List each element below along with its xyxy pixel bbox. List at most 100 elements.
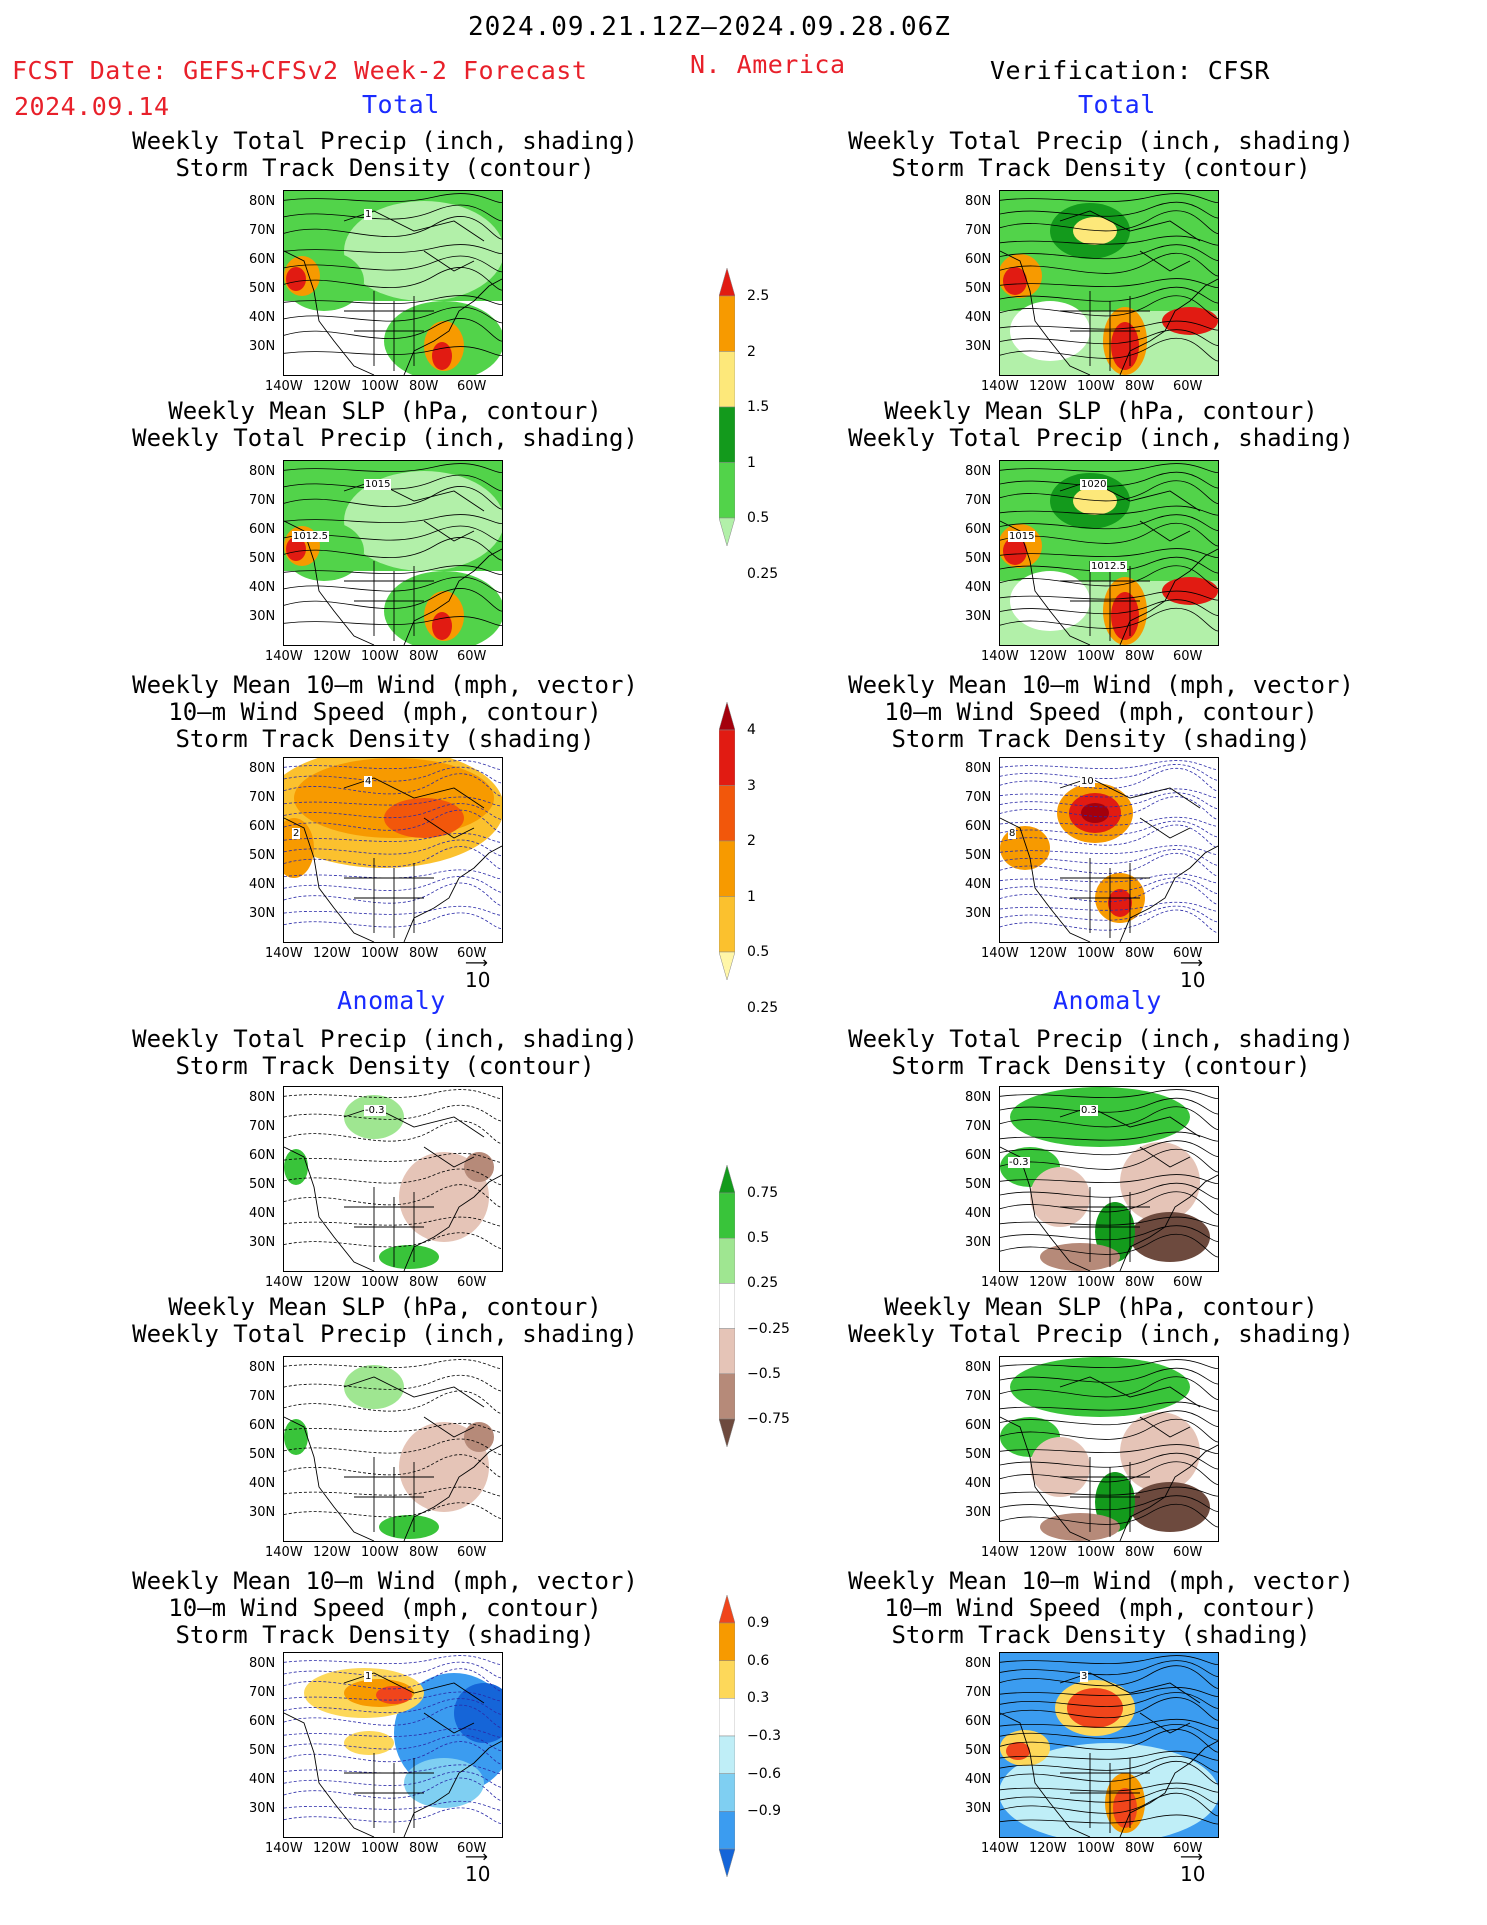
colorbar-label: 2.5: [747, 288, 770, 304]
contour-line: [1000, 1376, 1218, 1400]
panel-title-anom-precip-cfsr: Weekly Total Precip (inch, shading) Stor…: [848, 1025, 1354, 1080]
lon-tick-label: 80W: [1125, 649, 1155, 664]
lon-tick-label: 100W: [361, 379, 399, 394]
contour-label: -0.3: [364, 1105, 386, 1116]
lat-tick-label: 80N: [249, 1360, 276, 1375]
contour-line: [1000, 565, 1218, 589]
shading-area: [1067, 1688, 1123, 1728]
coastline-border: [284, 1106, 502, 1271]
contour-line: [1000, 1444, 1218, 1454]
contour-label: 1: [364, 209, 373, 220]
vector-ref-fcst-anom: ⟶ 10: [465, 1849, 490, 1887]
contour-line: [284, 1104, 502, 1122]
colorbar-label: 0.75: [747, 1185, 779, 1201]
coastline-border: [284, 1672, 502, 1837]
colorbar-swatch: [719, 951, 735, 980]
coastline-border: [1000, 1672, 1218, 1837]
colorbar-swatch: [719, 1283, 735, 1329]
lat-tick-label: 40N: [965, 580, 992, 595]
lon-tick-label: 140W: [981, 946, 1019, 961]
contour-line: [284, 204, 502, 222]
lat-tick-label: 70N: [249, 1119, 276, 1134]
colorbar-swatch: [719, 1773, 735, 1812]
colorbar-label: −0.25: [747, 1320, 790, 1337]
contour-line: [284, 244, 502, 254]
contour-line: [284, 1374, 502, 1392]
lat-tick-label: 70N: [249, 493, 276, 508]
colorbar-label: 1: [747, 888, 756, 905]
contour-line: [1000, 193, 1218, 203]
lat-tick-label: 70N: [965, 223, 992, 238]
lon-tick-label: 80W: [409, 1841, 439, 1856]
contour-line: [1000, 1174, 1218, 1184]
contour-line: [1000, 505, 1218, 516]
lon-tick-label: 80W: [1125, 379, 1155, 394]
lon-tick-label: 140W: [981, 1841, 1019, 1856]
contour-label: 1015: [1008, 531, 1036, 542]
lat-tick-label: 40N: [965, 310, 992, 325]
shading-area: [286, 267, 306, 291]
contour-label: 1012.5: [1090, 561, 1127, 572]
contour-line: [284, 193, 502, 203]
colorbar-swatch: [719, 1698, 735, 1737]
lat-tick-label: 60N: [249, 252, 276, 267]
lat-tick-label: 40N: [249, 877, 276, 892]
lon-tick-label: 140W: [981, 1275, 1019, 1290]
contour-line: [1000, 1692, 1218, 1709]
lat-tick-label: 70N: [249, 223, 276, 238]
colorbar-label: 0.25: [747, 1275, 779, 1292]
panel-title-precip-cfsr: Weekly Total Precip (inch, shading) Stor…: [848, 127, 1354, 182]
contour-line: [284, 306, 502, 324]
colorbar-label: 0.3: [747, 1690, 770, 1707]
colorbar-swatch: [719, 785, 735, 842]
lon-tick-label: 80W: [409, 379, 439, 394]
colorbar-graphic: [719, 268, 735, 546]
lat-tick-label: 70N: [965, 493, 992, 508]
lon-tick-label: 80W: [1125, 1841, 1155, 1856]
panel-title-wind-cfsr: Weekly Mean 10–m Wind (mph, vector) 10–m…: [848, 671, 1354, 753]
lat-tick-label: 70N: [249, 1685, 276, 1700]
shading-area: [1130, 1212, 1210, 1262]
lat-tick-label: 50N: [249, 281, 276, 296]
shading-area: [286, 537, 306, 561]
lon-tick-label: 120W: [1029, 379, 1067, 394]
coastline-border: [284, 1376, 502, 1541]
lat-tick-label: 50N: [249, 551, 276, 566]
period-title: 2024.09.21.12Z–2024.09.28.06Z: [468, 12, 951, 42]
panel-title-anom-wind-fcst: Weekly Mean 10–m Wind (mph, vector) 10–m…: [132, 1567, 638, 1649]
lon-tick-label: 60W: [1173, 649, 1203, 664]
contour-line: [1000, 278, 1218, 288]
lon-tick-label: 100W: [361, 1545, 399, 1560]
lat-tick-label: 60N: [965, 1148, 992, 1163]
contour-line: [284, 809, 502, 834]
lat-tick-label: 60N: [249, 1148, 276, 1163]
contour-line: [1000, 905, 1218, 923]
colorbar-swatch: [719, 1418, 735, 1447]
lon-tick-label: 60W: [1173, 946, 1203, 961]
contour-line: [284, 1800, 502, 1811]
contour-line: [1000, 1724, 1218, 1741]
lon-tick-label: 100W: [361, 649, 399, 664]
contour-line: [284, 760, 502, 770]
colorbar-label: 1: [747, 454, 756, 471]
panel-title-anom-slp-fcst: Weekly Mean SLP (hPa, contour) Weekly To…: [132, 1293, 638, 1348]
contour-line: [1000, 901, 1218, 912]
colorbar-storm-anom: 0.9 0.6 0.3 −0.3 −0.6 −0.9: [719, 1595, 781, 1877]
shading-area: [284, 1149, 308, 1185]
lon-tick-label: 80W: [409, 1275, 439, 1290]
contour-line: [284, 1120, 502, 1145]
map-graphic: [1000, 461, 1218, 645]
colorbar-storm-total: 4 3 2 1 0.5 0.25: [719, 702, 778, 1016]
shading-area: [344, 1095, 404, 1139]
coastline-border: [284, 480, 502, 645]
colorbar-swatch: [719, 1660, 735, 1699]
lat-tick-label: 60N: [965, 1714, 992, 1729]
lon-tick-label: 60W: [1173, 379, 1203, 394]
lat-tick-label: 80N: [965, 194, 992, 209]
contour-line: [284, 1502, 502, 1519]
contour-line: [284, 1668, 502, 1692]
contour-line: [1000, 329, 1218, 346]
shading-area: [284, 1419, 308, 1455]
contour-line: [1000, 796, 1218, 820]
colorbar-label: 0.9: [747, 1615, 770, 1631]
